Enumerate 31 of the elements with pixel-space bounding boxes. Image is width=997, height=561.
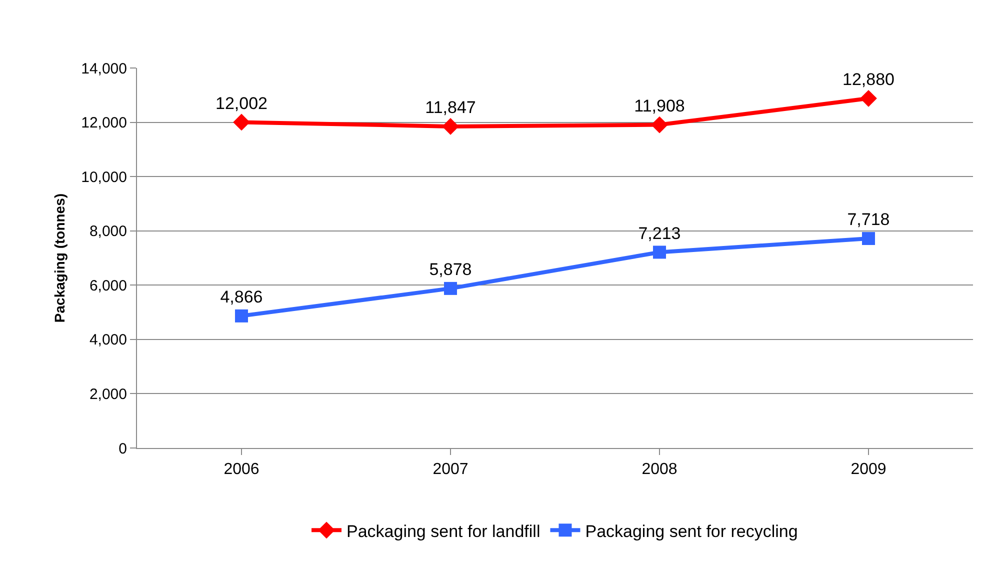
y-tick-label: 4,000 — [89, 332, 127, 349]
y-tick-label: 2,000 — [89, 386, 127, 403]
point — [233, 114, 250, 131]
x-tick-label: 2007 — [432, 461, 468, 478]
x-tick-label: 2008 — [642, 461, 678, 478]
point — [235, 309, 248, 322]
y-tick-label: 6,000 — [89, 277, 127, 294]
data-label: 11,847 — [425, 98, 476, 118]
data-label: 12,002 — [216, 94, 268, 113]
y-axis-title: Packaging (tonnes) — [52, 193, 68, 323]
point — [653, 246, 666, 259]
y-tick-label: 12,000 — [81, 114, 127, 132]
point — [442, 118, 459, 135]
point — [444, 282, 457, 295]
data-label: 5,878 — [429, 260, 472, 280]
point — [651, 116, 668, 134]
data-label: 12,880 — [842, 70, 894, 90]
y-tick-label: 10,000 — [81, 168, 127, 186]
data-label: 4,866 — [220, 288, 263, 307]
x-tick-label: 2009 — [850, 461, 886, 478]
legend-label: Packaging sent for recycling — [585, 522, 798, 541]
data-label: 7,213 — [638, 224, 681, 243]
y-tick-label: 14,000 — [81, 60, 127, 78]
y-tick-label: 0 — [118, 440, 127, 458]
data-label: 11,908 — [634, 96, 685, 116]
legend-label: Packaging sent for landfill — [346, 522, 540, 541]
point — [862, 232, 875, 246]
x-tick-label: 2006 — [224, 461, 260, 478]
y-tick-label: 8,000 — [89, 223, 127, 240]
point — [860, 90, 877, 107]
data-label: 7,718 — [847, 210, 890, 230]
